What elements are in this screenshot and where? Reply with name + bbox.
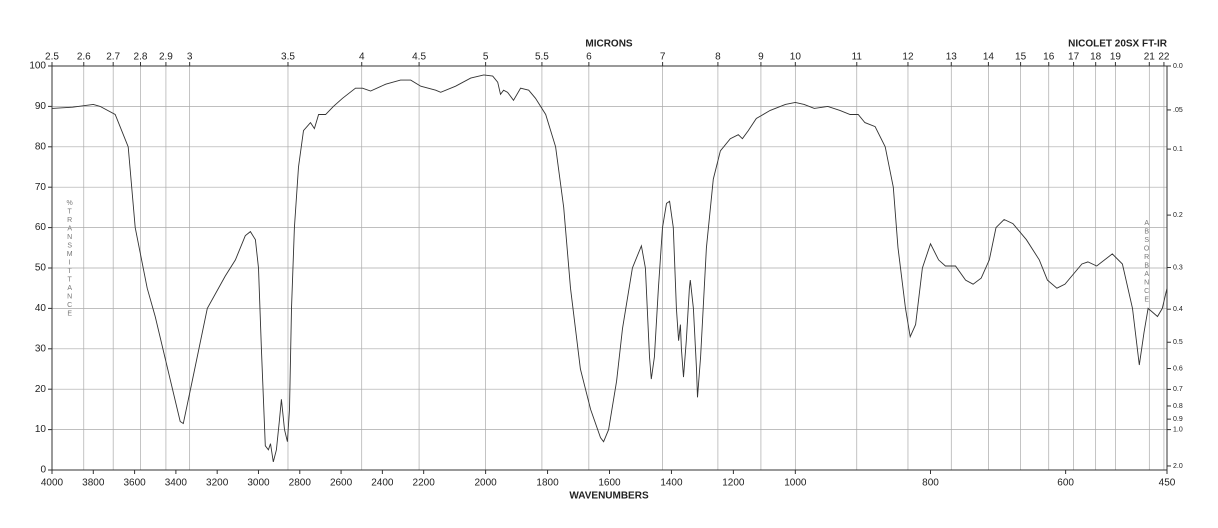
y2-tick-label: 0.5 <box>1173 339 1183 346</box>
top-tick-label: 13 <box>946 52 958 63</box>
top-tick-label: 2.8 <box>134 52 148 63</box>
y-tick-label: 100 <box>29 61 46 72</box>
top-tick-label: 8 <box>715 52 721 63</box>
top-tick-label: 14 <box>983 52 995 63</box>
top-tick-label: 21 <box>1144 52 1156 63</box>
top-tick-label: 5.5 <box>535 52 549 63</box>
top-tick-label: 7 <box>660 52 666 63</box>
y2-axis-label: ABSORBANCE <box>1143 220 1150 305</box>
y2-tick-label: 0.2 <box>1173 212 1183 219</box>
x-tick-label: 3200 <box>206 478 229 489</box>
x-tick-label: 1400 <box>660 478 683 489</box>
y2-tick-label: 2.0 <box>1173 463 1183 470</box>
top-tick-label: 6 <box>586 52 592 63</box>
spectrum-line <box>51 74 1168 463</box>
top-tick-label: 2.6 <box>77 52 91 63</box>
y-tick-label: 60 <box>35 222 47 233</box>
y2-tick-label: 0.1 <box>1173 146 1183 153</box>
top-tick-label: 2.7 <box>106 52 120 63</box>
y2-tick-label: 0.3 <box>1173 264 1183 271</box>
x-tick-label: 2000 <box>474 478 497 489</box>
y-tick-label: 70 <box>35 182 47 193</box>
y2-tick-label: 0.0 <box>1173 63 1183 70</box>
x-tick-label: 1000 <box>784 478 807 489</box>
x-tick-label: 2200 <box>413 478 436 489</box>
x-tick-label: 3400 <box>165 478 188 489</box>
top-tick-label: 16 <box>1043 52 1055 63</box>
y2-tick-label: 0.6 <box>1173 365 1183 372</box>
y-tick-label: 20 <box>35 384 47 395</box>
top-tick-label: 2.5 <box>45 52 59 63</box>
top-tick-label: 12 <box>902 52 914 63</box>
top-tick-label: 10 <box>790 52 802 63</box>
top-tick-label: 22 <box>1158 52 1170 63</box>
top-tick-label: 18 <box>1090 52 1102 63</box>
y-tick-label: 90 <box>35 101 47 112</box>
top-tick-label: 3.5 <box>281 52 295 63</box>
y-tick-label: 0 <box>40 465 46 476</box>
y2-tick-label: 0.9 <box>1173 416 1183 423</box>
x-tick-label: 3000 <box>247 478 270 489</box>
y-tick-label: 40 <box>35 303 47 314</box>
plot-frame <box>51 65 1168 471</box>
x-tick-label: 2600 <box>330 478 353 489</box>
y-axis-label: %TRANSMITTANCE <box>66 200 73 319</box>
x-tick-label: 2800 <box>289 478 312 489</box>
instrument-label: NICOLET 20SX FT-IR <box>1068 39 1168 50</box>
x-tick-label: 4000 <box>41 478 64 489</box>
top-tick-label: 3 <box>187 52 193 63</box>
y2-tick-label: 0.8 <box>1173 403 1183 410</box>
x-tick-label: 600 <box>1057 478 1074 489</box>
top-tick-label: 5 <box>483 52 489 63</box>
y-tick-label: 10 <box>35 424 47 435</box>
top-tick-label: 15 <box>1015 52 1027 63</box>
x-tick-label: 450 <box>1159 478 1176 489</box>
top-tick-label: 9 <box>758 52 764 63</box>
top-tick-label: 19 <box>1110 52 1122 63</box>
y2-tick-label: 0.4 <box>1173 306 1183 313</box>
x-tick-label: 1200 <box>722 478 745 489</box>
top-tick-label: 2.9 <box>159 52 173 63</box>
top-tick-label: 17 <box>1068 52 1080 63</box>
x-tick-label: 3800 <box>82 478 105 489</box>
x-tick-label: 800 <box>922 478 939 489</box>
y2-tick-label: .05 <box>1173 107 1183 114</box>
top-tick-label: 11 <box>852 52 863 63</box>
top-tick-label: 4 <box>359 52 365 63</box>
x-tick-label: 1600 <box>598 478 621 489</box>
y-tick-label: 50 <box>35 263 47 274</box>
y2-tick-label: 1.0 <box>1173 426 1183 433</box>
top-tick-label: 4.5 <box>412 52 426 63</box>
y2-tick-label: 0.7 <box>1173 386 1183 393</box>
x-tick-label: 1800 <box>536 478 559 489</box>
x-tick-label: 2400 <box>371 478 394 489</box>
y-tick-label: 30 <box>35 343 47 354</box>
y-tick-label: 80 <box>35 141 47 152</box>
top-axis-label: MICRONS <box>585 39 633 50</box>
x-tick-label: 3600 <box>123 478 146 489</box>
x-axis-label: WAVENUMBERS <box>569 491 649 502</box>
